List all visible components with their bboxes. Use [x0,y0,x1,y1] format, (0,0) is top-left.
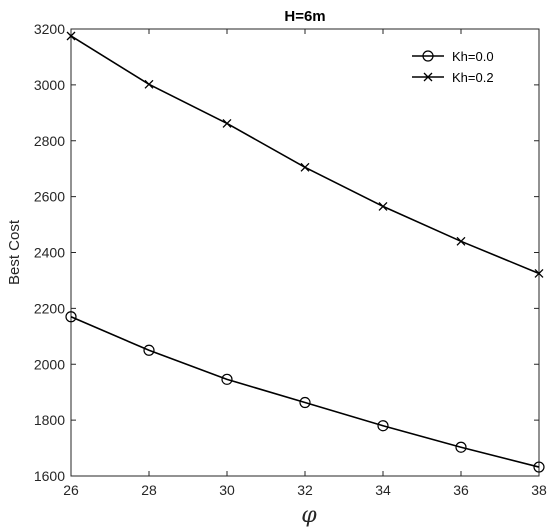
legend-label: Kh=0.2 [452,70,494,85]
series-2 [66,31,544,278]
x-tick-label: 34 [375,482,391,498]
data-point-circle [377,420,389,432]
data-point-circle [533,461,545,473]
data-point-x [534,268,544,278]
y-tick-label: 2600 [34,189,65,205]
data-point-circle [221,373,233,385]
y-tick-label: 2200 [34,300,65,316]
legend-marker [423,72,433,82]
data-point-x [144,79,154,89]
y-tick-label: 1600 [34,468,65,484]
x-tick-label: 38 [531,482,547,498]
y-tick-label: 1800 [34,412,65,428]
data-point-circle [299,396,311,409]
x-axis-label: φ [301,503,317,528]
y-tick-label: 2800 [34,133,65,149]
y-tick-label: 2400 [34,245,65,261]
axes: 26 28 30 32 34 36 38 1600 1800 2000 2200 2400 2600 28… [34,21,547,498]
chart-title: H=6m [284,8,325,25]
series-line [70,316,540,468]
y-tick-label: 3000 [34,77,65,93]
x-tick-label: 30 [219,482,235,498]
data-point-x [66,31,76,41]
data-point-x [456,236,466,246]
series-1 [65,311,545,473]
legend: Kh=0.0 Kh=0.2 [412,49,494,85]
x-tick-label: 32 [297,482,313,498]
legend-marker [422,50,434,62]
x-tick-label: 36 [453,482,469,498]
x-tick-label: 26 [63,482,79,498]
y-tick-label: 2000 [34,356,65,372]
series-layer [65,31,545,473]
y-axis-label: Best Cost [6,219,23,285]
data-point-x [378,201,388,211]
data-point-x [300,162,310,172]
data-point-x [222,118,232,128]
legend-label: Kh=0.0 [452,49,494,64]
x-tick-label: 28 [141,482,157,498]
plot-frame [70,28,540,477]
data-point-circle [65,311,77,323]
data-point-circle [455,441,467,453]
y-tick-label: 3200 [34,21,65,37]
data-point-circle [143,344,155,356]
